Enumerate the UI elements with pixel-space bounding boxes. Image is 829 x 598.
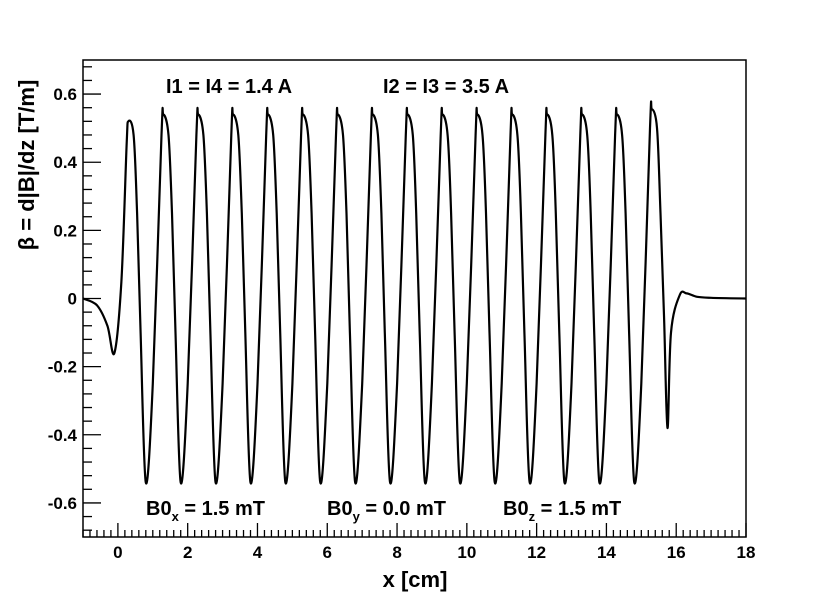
series-line [82, 100, 747, 485]
b0x-main: B0 [146, 498, 172, 520]
x-tick-label: 14 [597, 543, 616, 562]
x-tick-label: 18 [737, 543, 756, 562]
x-axis-ticks [82, 523, 747, 537]
b0x-subscript: x [172, 509, 180, 524]
x-tick-label: 2 [183, 543, 192, 562]
b0y-subscript: y [353, 509, 361, 524]
x-tick-label: 4 [253, 543, 263, 562]
y-axis-title: β = d|B|/dz [T/m] [14, 80, 39, 251]
x-axis-tick-labels: 0 2 4 6 8 10 12 14 16 18 [113, 543, 755, 562]
x-tick-label: 16 [667, 543, 686, 562]
b0z-value: = 1.5 mT [535, 498, 621, 520]
x-tick-label: 12 [527, 543, 546, 562]
y-tick-label: -0.6 [48, 494, 77, 513]
b0y-annotation: B0y = 0.0 mT [327, 498, 446, 524]
x-tick-label: 6 [323, 543, 332, 562]
y-tick-label: 0.2 [53, 221, 77, 240]
b0y-main: B0 [327, 498, 353, 520]
y-tick-label: 0.6 [53, 85, 77, 104]
x-axis-title: x [cm] [383, 567, 448, 592]
y-tick-label: 0 [68, 290, 77, 309]
y-tick-label: -0.4 [48, 426, 78, 445]
b0x-value: = 1.5 mT [179, 498, 265, 520]
x-tick-label: 0 [113, 543, 122, 562]
y-axis-ticks [83, 66, 101, 531]
y-tick-label: -0.2 [48, 358, 77, 377]
currents-annotation-2: I2 = I3 = 3.5 A [383, 76, 509, 98]
x-tick-label: 10 [457, 543, 476, 562]
y-tick-label: 0.4 [53, 153, 77, 172]
b0y-value: = 0.0 mT [360, 498, 446, 520]
plot-frame [82, 59, 747, 538]
b0z-annotation: B0z = 1.5 mT [503, 498, 621, 524]
b0x-annotation: B0x = 1.5 mT [146, 498, 265, 524]
y-axis-tick-labels: -0.6 -0.4 -0.2 0 0.2 0.4 0.6 [48, 85, 78, 513]
x-tick-label: 8 [392, 543, 401, 562]
b0z-subscript: z [529, 509, 536, 524]
currents-annotation-1: I1 = I4 = 1.4 A [166, 76, 292, 98]
b0z-main: B0 [503, 498, 529, 520]
